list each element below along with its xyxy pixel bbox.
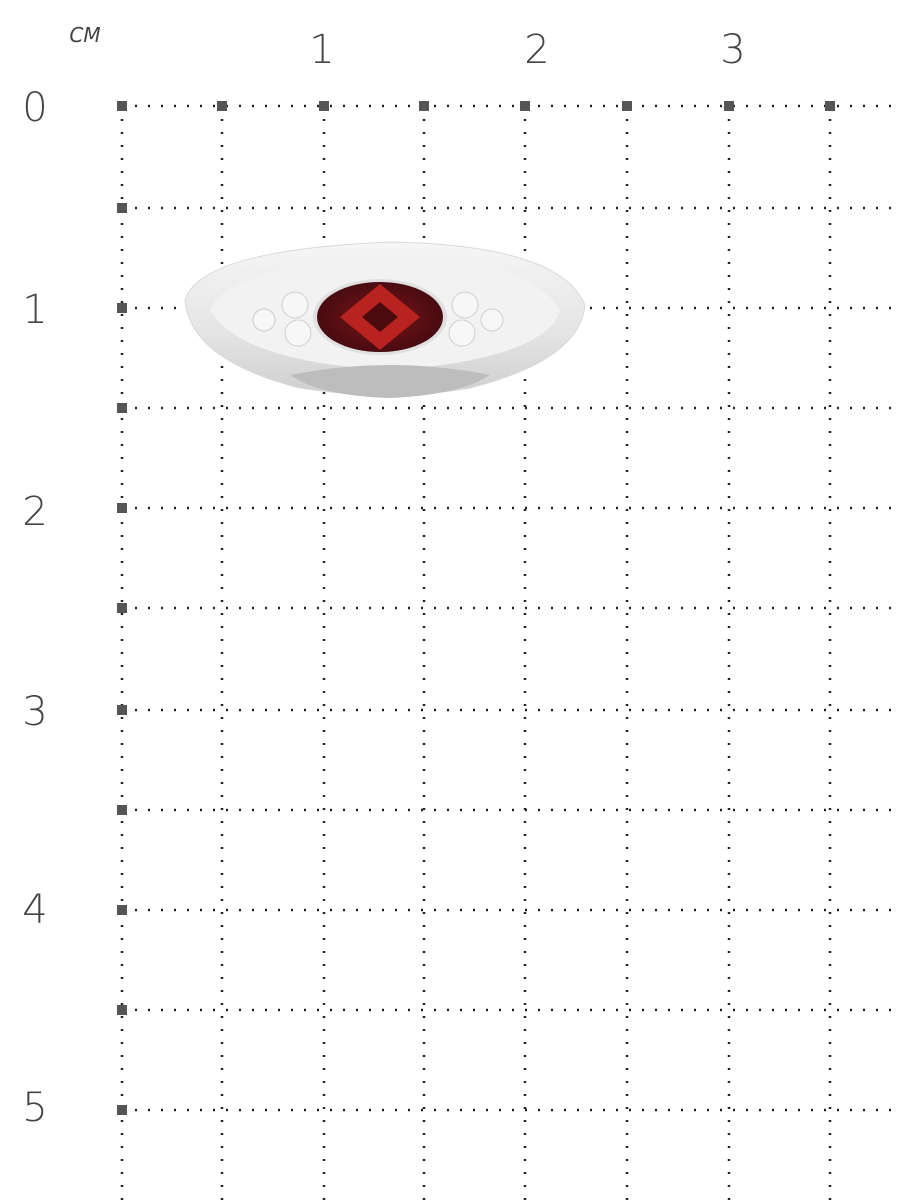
- grid-marker: [117, 403, 127, 413]
- grid-marker: [520, 101, 530, 111]
- grid-marker: [319, 101, 329, 111]
- grid-marker: [117, 503, 127, 513]
- grid-marker: [117, 1005, 127, 1015]
- left-label: 4: [22, 887, 48, 933]
- grid-marker: [117, 1105, 127, 1115]
- top-label: 1: [309, 27, 335, 73]
- grid-marker: [217, 101, 227, 111]
- grid-marker: [117, 805, 127, 815]
- grid-marker: [117, 203, 127, 213]
- left-label: 3: [22, 689, 48, 735]
- grid-marker: [622, 101, 632, 111]
- left-label: 0: [22, 85, 48, 131]
- left-label: 1: [22, 287, 48, 333]
- grid-marker: [724, 101, 734, 111]
- grid-marker: [117, 705, 127, 715]
- top-label: 3: [720, 27, 746, 73]
- unit-label: CM: [69, 23, 101, 47]
- grid-marker: [117, 905, 127, 915]
- grid-marker: [117, 101, 127, 111]
- grid-marker: [825, 101, 835, 111]
- top-label: 2: [524, 27, 550, 73]
- grid-marker: [419, 101, 429, 111]
- accent-diamonds: [252, 291, 504, 347]
- grid-marker: [117, 603, 127, 613]
- grid-marker: [117, 303, 127, 313]
- left-label: 5: [22, 1085, 48, 1131]
- left-label: 2: [22, 489, 48, 535]
